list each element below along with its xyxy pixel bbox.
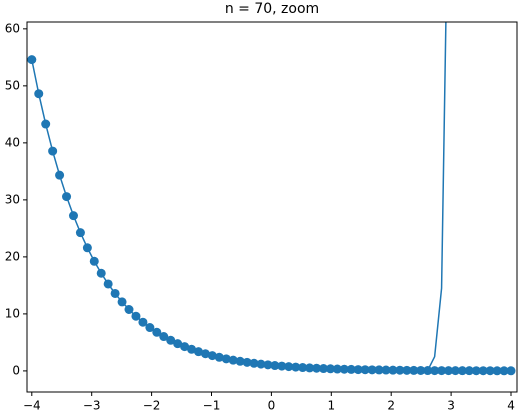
x-tick-label: 4 bbox=[507, 399, 515, 413]
x-tick-label: 0 bbox=[268, 399, 276, 413]
data-point bbox=[430, 366, 440, 376]
data-point bbox=[499, 366, 509, 376]
y-tick-label: 40 bbox=[5, 135, 20, 149]
y-tick-label: 50 bbox=[5, 78, 20, 92]
data-point bbox=[450, 366, 460, 376]
plot-area bbox=[27, 22, 516, 376]
data-point bbox=[457, 366, 467, 376]
x-tick-label: −3 bbox=[83, 399, 101, 413]
data-point bbox=[485, 366, 495, 376]
data-point bbox=[444, 366, 454, 376]
data-point bbox=[478, 366, 488, 376]
y-tick-label: 60 bbox=[5, 21, 20, 35]
x-tick-label: 3 bbox=[447, 399, 455, 413]
x-tick-label: 2 bbox=[387, 399, 395, 413]
data-point bbox=[464, 366, 474, 376]
axes-frame bbox=[26, 21, 518, 393]
data-point bbox=[437, 366, 447, 376]
y-tick-label: 30 bbox=[5, 192, 20, 206]
x-tick-label: −2 bbox=[143, 399, 161, 413]
y-tick-label: 0 bbox=[12, 363, 20, 377]
y-tick-label: 10 bbox=[5, 306, 20, 320]
data-line bbox=[31, 22, 447, 372]
chart-title: n = 70, zoom bbox=[225, 1, 319, 17]
data-point bbox=[471, 366, 481, 376]
y-tick-label: 20 bbox=[5, 249, 20, 263]
x-tick-label: 1 bbox=[327, 399, 335, 413]
data-point bbox=[492, 366, 502, 376]
x-tick-label: −1 bbox=[203, 399, 221, 413]
data-point bbox=[506, 366, 516, 376]
x-tick-label: −4 bbox=[23, 399, 41, 413]
